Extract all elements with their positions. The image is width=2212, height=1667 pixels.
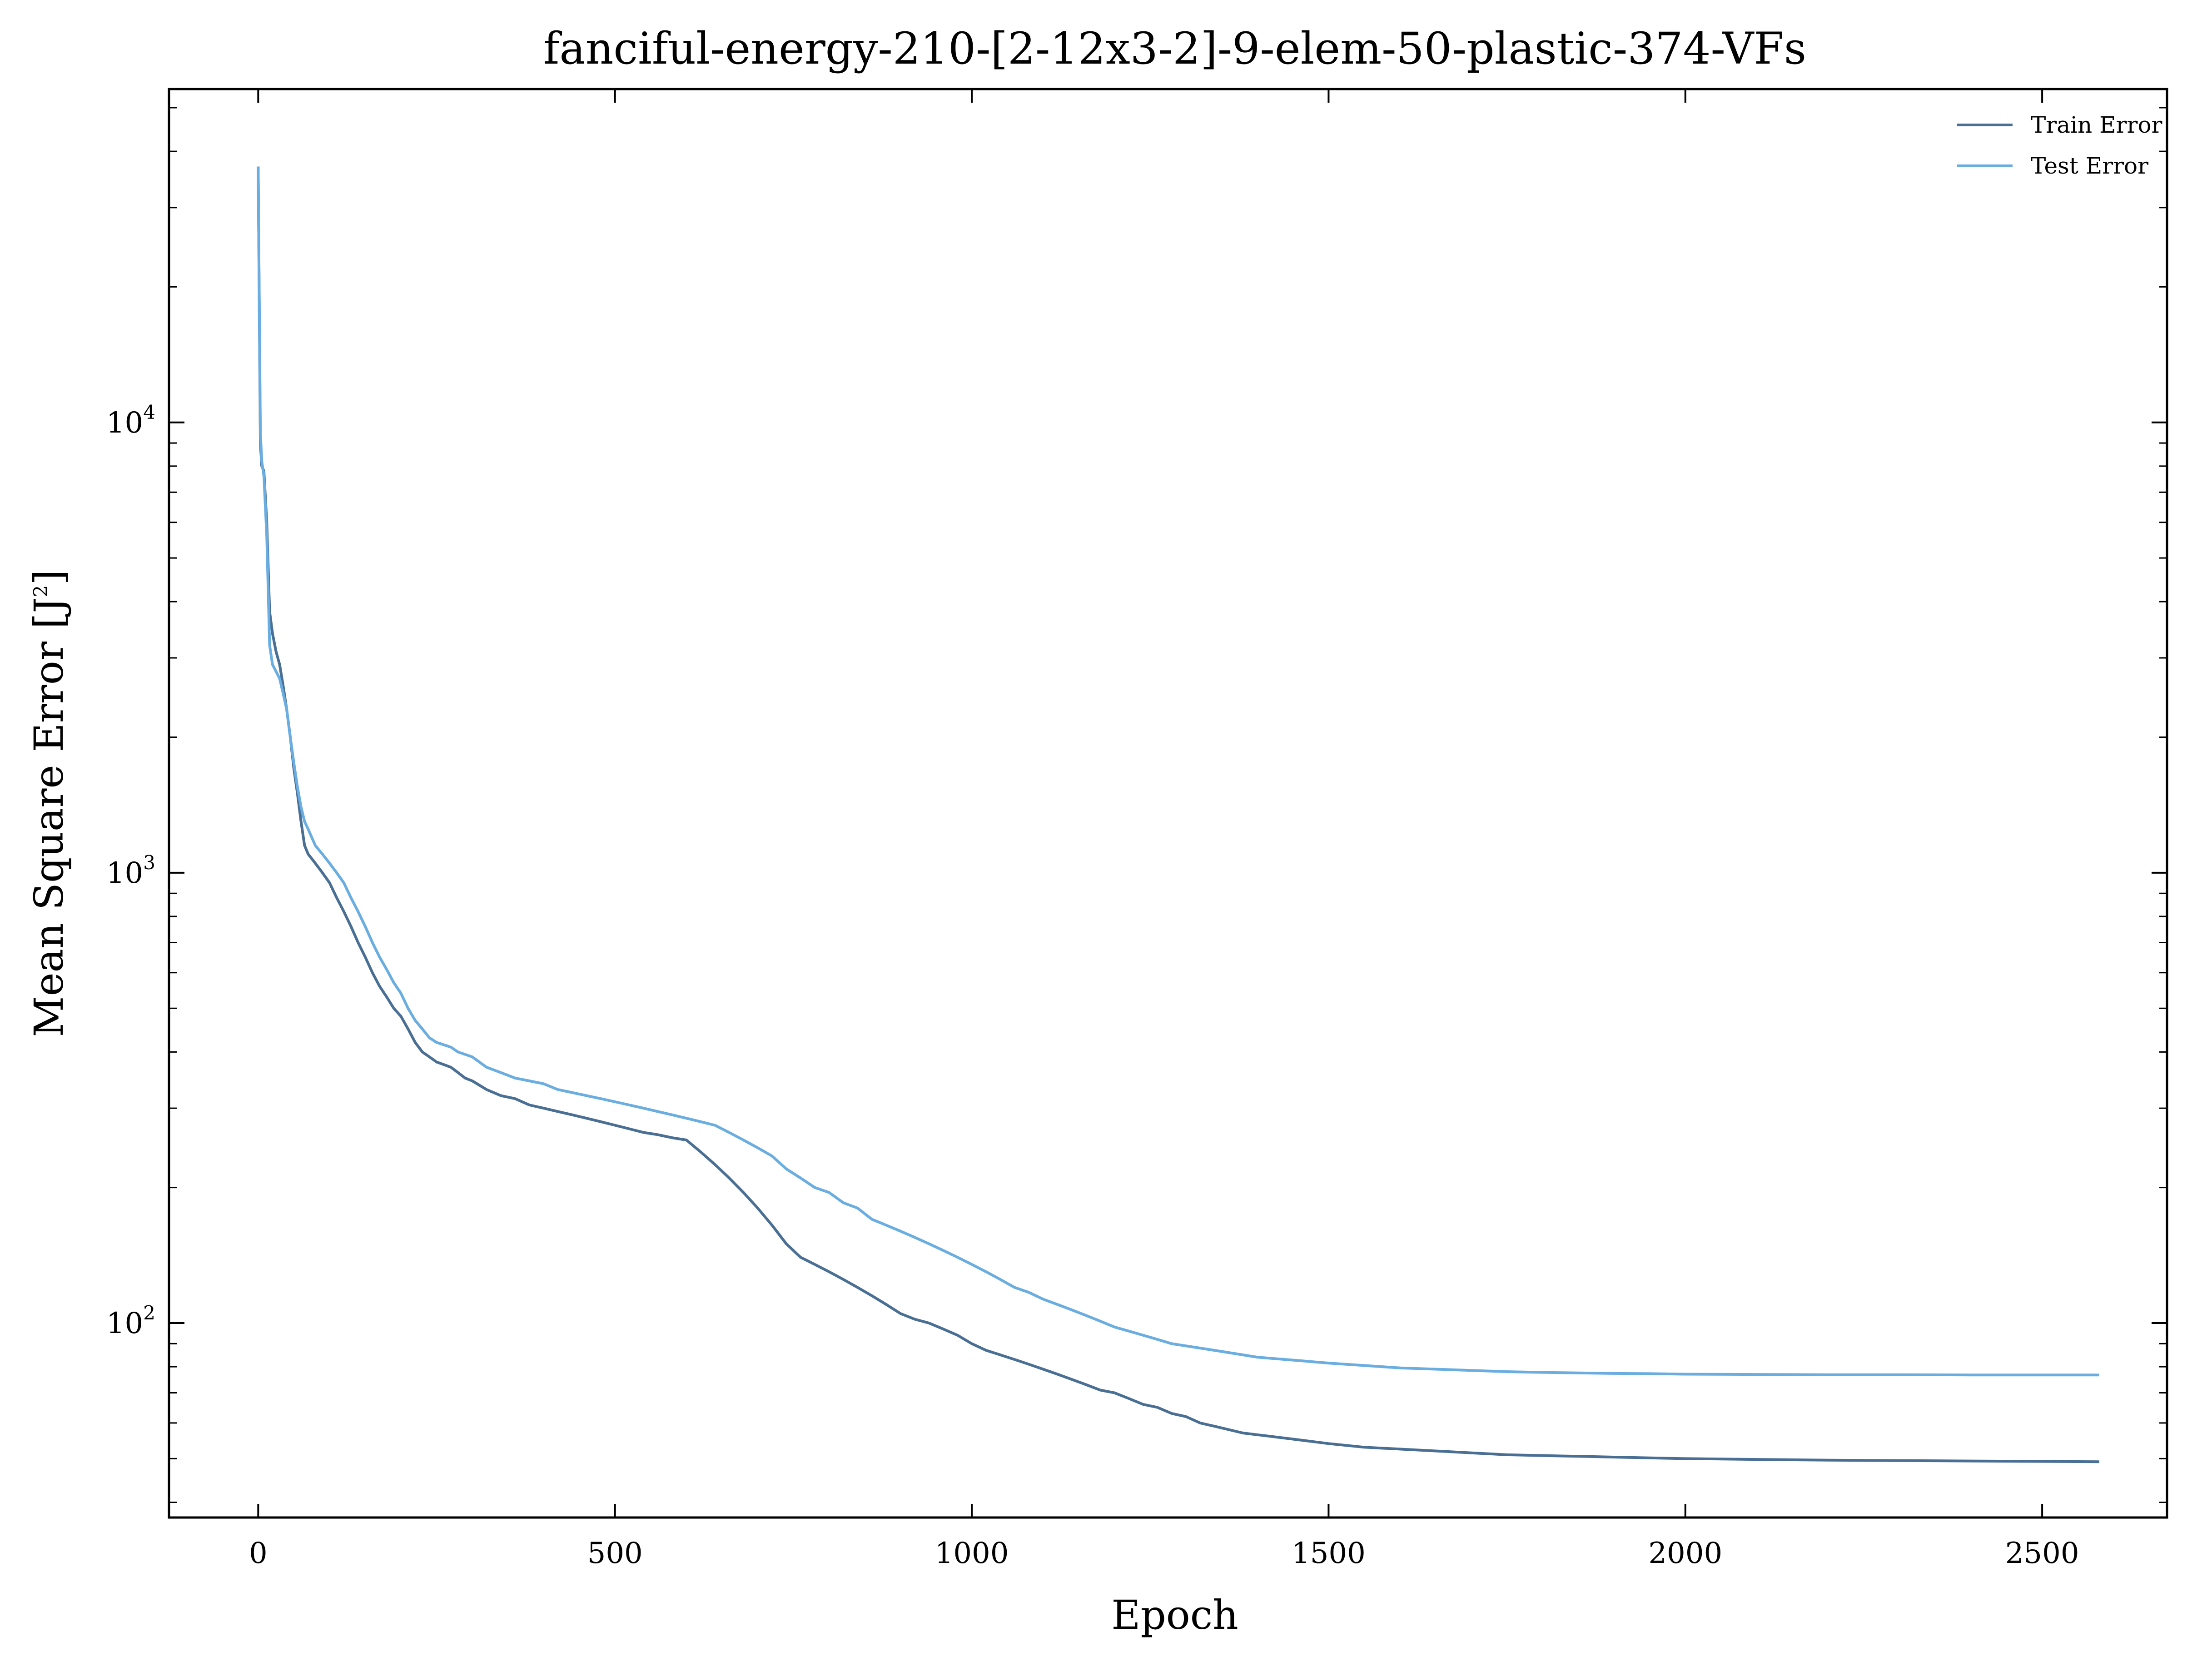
y-tick-exponent: 3	[143, 851, 155, 874]
y-tick-label: 104	[106, 401, 155, 440]
y-axis-label: Mean Square Error [J2]	[25, 569, 72, 1037]
plot-frame	[168, 88, 2168, 1519]
x-axis-label: Epoch	[1111, 1592, 1238, 1638]
x-tick-label: 1500	[1292, 1537, 1366, 1570]
y-tick-label: 103	[106, 851, 155, 890]
legend-label: Test Error	[2031, 153, 2148, 179]
x-tick-label: 1000	[935, 1537, 1009, 1570]
y-axis-label-sup: 2	[30, 585, 52, 597]
x-tick-label: 2500	[2005, 1537, 2079, 1570]
series-line	[257, 166, 2099, 1463]
y-tick-label: 102	[106, 1302, 155, 1340]
y-tick-base: 10	[106, 856, 143, 890]
y-tick-exponent: 2	[143, 1302, 155, 1324]
legend: Train Error Test Error	[1957, 112, 2162, 179]
y-tick-base: 10	[106, 406, 143, 440]
x-tick-label: 0	[249, 1537, 268, 1570]
y-tick-base: 10	[106, 1307, 143, 1340]
x-tick-label: 500	[587, 1537, 643, 1570]
x-tick-label: 2000	[1648, 1537, 1722, 1570]
series-layer	[257, 166, 2099, 1463]
chart-title: fanciful-energy-210-[2-12x3-2]-9-elem-50…	[543, 23, 1806, 74]
y-axis-label-end: ]	[25, 569, 72, 585]
y-axis-label-text: Mean Square Error [J	[25, 597, 72, 1037]
series-line	[257, 166, 2099, 1377]
y-tick-exponent: 4	[143, 401, 155, 423]
legend-label: Train Error	[2031, 112, 2162, 138]
